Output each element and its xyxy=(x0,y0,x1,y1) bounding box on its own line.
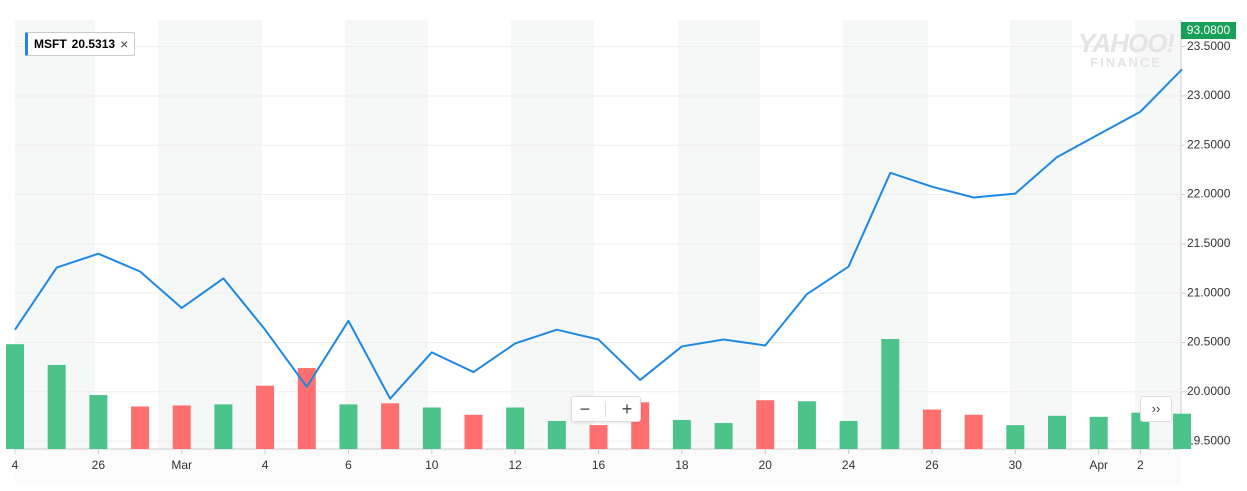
volume-bar xyxy=(797,401,816,449)
price-badge: 93.0800 xyxy=(1181,22,1236,39)
legend-close[interactable]: × xyxy=(120,36,129,52)
week-bands xyxy=(15,20,1181,449)
zoom-controls: − + xyxy=(571,396,641,422)
volume-bar xyxy=(131,406,150,449)
volume-bar xyxy=(464,414,483,449)
watermark-logo: YAHOO! xyxy=(1078,28,1175,58)
legend: MSFT 20.5313 × xyxy=(25,32,136,56)
zoom-out[interactable]: − xyxy=(579,398,591,419)
volume-bar xyxy=(1173,413,1192,449)
price-line xyxy=(14,68,1183,400)
x-tick-label: 30 xyxy=(1009,458,1023,472)
volume-bar xyxy=(47,364,66,449)
x-tick-label: 12 xyxy=(508,458,522,472)
y-tick-label: 22.5000 xyxy=(1187,137,1231,151)
x-tick-label: 16 xyxy=(592,458,606,472)
x-tick-label: 18 xyxy=(675,458,689,472)
volume-bar xyxy=(256,385,275,449)
scroll-right[interactable]: ›› xyxy=(1140,396,1172,422)
volume-bar xyxy=(714,423,733,449)
volume-bar xyxy=(422,407,441,449)
volume-bar xyxy=(547,420,566,449)
y-tick-label: 19.5000 xyxy=(1187,433,1231,447)
y-tick-label: 20.0000 xyxy=(1187,384,1231,398)
volume-bar xyxy=(506,407,525,449)
watermark-sub: FINANCE xyxy=(1090,55,1162,70)
x-tick-label: 10 xyxy=(425,458,439,472)
volume-bar xyxy=(6,344,24,449)
volume-bar xyxy=(881,339,900,449)
x-tick-label: 2 xyxy=(1137,458,1144,472)
x-tick-label: Mar xyxy=(171,458,192,472)
volume-bar xyxy=(297,368,316,449)
volume-bar xyxy=(214,404,233,449)
legend-value: 20.5313 xyxy=(71,37,116,51)
volume-bar xyxy=(839,420,858,449)
x-tick-label: 26 xyxy=(92,458,106,472)
x-tick-label: 4 xyxy=(12,458,19,472)
zoom-in[interactable]: + xyxy=(621,398,633,419)
volume-bar xyxy=(339,404,358,449)
volume-bar xyxy=(172,405,191,449)
volume-bar xyxy=(1006,425,1025,449)
y-tick-label: 21.0000 xyxy=(1187,285,1231,299)
y-tick-label: 21.5000 xyxy=(1187,236,1231,250)
x-tick-label: 24 xyxy=(842,458,856,472)
volume-bar xyxy=(672,419,691,449)
volume-bar xyxy=(589,425,608,449)
x-tick-label: 6 xyxy=(345,458,352,472)
volume-bar xyxy=(1048,415,1066,449)
volume-bar xyxy=(1089,416,1108,449)
y-tick-label: 23.0000 xyxy=(1187,88,1231,102)
legend-symbol: MSFT xyxy=(34,37,67,51)
x-tick-label: 26 xyxy=(925,458,939,472)
volume-bar xyxy=(964,414,983,449)
y-tick-label: 20.5000 xyxy=(1187,335,1231,349)
x-tick-label: 4 xyxy=(262,458,269,472)
x-tick-label: Apr xyxy=(1089,458,1108,472)
volume-bar xyxy=(89,395,108,449)
x-axis-area xyxy=(15,449,1181,484)
y-tick-label: 22.0000 xyxy=(1187,187,1231,201)
volume-bar xyxy=(756,400,775,449)
watermark: YAHOO! FINANCE xyxy=(1078,28,1175,70)
x-tick-label: 20 xyxy=(759,458,773,472)
y-tick-label: 23.5000 xyxy=(1187,39,1231,53)
volume-bar xyxy=(381,403,400,449)
volume-bar xyxy=(922,409,941,449)
